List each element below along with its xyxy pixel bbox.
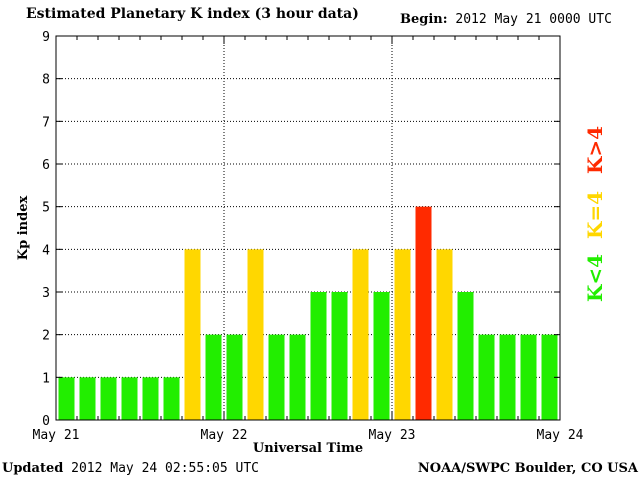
updated-time: Updated 2012 May 24 02:55:05 UTC <box>2 461 259 476</box>
kp-bar-17 <box>415 206 432 420</box>
kp-bar-15 <box>373 292 390 420</box>
kp-bar-2 <box>100 377 117 420</box>
x-tick-label-3: May 24 <box>537 428 584 443</box>
kp-bar-8 <box>226 334 243 420</box>
x-tick-label-2: May 23 <box>369 428 416 443</box>
legend-item-0: K<4 <box>583 254 607 302</box>
kp-bar-11 <box>289 334 306 420</box>
legend-item-1: K=4 <box>583 191 607 239</box>
updated-label: Updated <box>2 461 64 476</box>
kp-bar-10 <box>268 334 285 420</box>
y-tick-label-8: 8 <box>42 73 50 88</box>
begin-time: Begin: 2012 May 21 0000 UTC <box>400 12 612 27</box>
kp-bar-13 <box>331 292 348 420</box>
y-tick-label-5: 5 <box>42 201 50 216</box>
kp-bar-20 <box>478 334 495 420</box>
kp-bar-23 <box>541 334 558 420</box>
y-tick-label-0: 0 <box>42 414 50 429</box>
y-tick-label-9: 9 <box>42 30 50 45</box>
kp-bar-7 <box>205 334 222 420</box>
y-tick-label-6: 6 <box>42 158 50 173</box>
kp-bar-12 <box>310 292 327 420</box>
begin-value: 2012 May 21 0000 UTC <box>455 12 612 27</box>
kp-bar-5 <box>163 377 180 420</box>
credit-text: NOAA/SWPC Boulder, CO USA <box>417 461 638 476</box>
chart-title: Estimated Planetary K index (3 hour data… <box>26 6 359 22</box>
kp-bar-3 <box>121 377 138 420</box>
kp-bar-19 <box>457 292 474 420</box>
kp-bar-9 <box>247 249 264 420</box>
kp-bar-1 <box>79 377 96 420</box>
begin-label: Begin: <box>400 12 448 27</box>
y-tick-label-7: 7 <box>42 115 50 130</box>
y-axis-label: Kp index <box>16 196 31 261</box>
y-tick-label-3: 3 <box>42 286 50 301</box>
updated-value: 2012 May 24 02:55:05 UTC <box>71 461 259 476</box>
kp-bar-22 <box>520 334 537 420</box>
y-tick-label-4: 4 <box>42 243 50 258</box>
x-tick-label-1: May 22 <box>201 428 248 443</box>
x-tick-label-0: May 21 <box>33 428 80 443</box>
kp-bar-14 <box>352 249 369 420</box>
kp-bar-0 <box>58 377 75 420</box>
y-tick-label-1: 1 <box>42 371 50 386</box>
x-axis-label: Universal Time <box>253 441 363 456</box>
kp-bar-16 <box>394 249 411 420</box>
legend-item-2: K>4 <box>583 126 607 174</box>
kp-bar-6 <box>184 249 201 420</box>
kp-bar-4 <box>142 377 159 420</box>
kp-bar-21 <box>499 334 516 420</box>
kp-bar-18 <box>436 249 453 420</box>
y-tick-label-2: 2 <box>42 329 50 344</box>
